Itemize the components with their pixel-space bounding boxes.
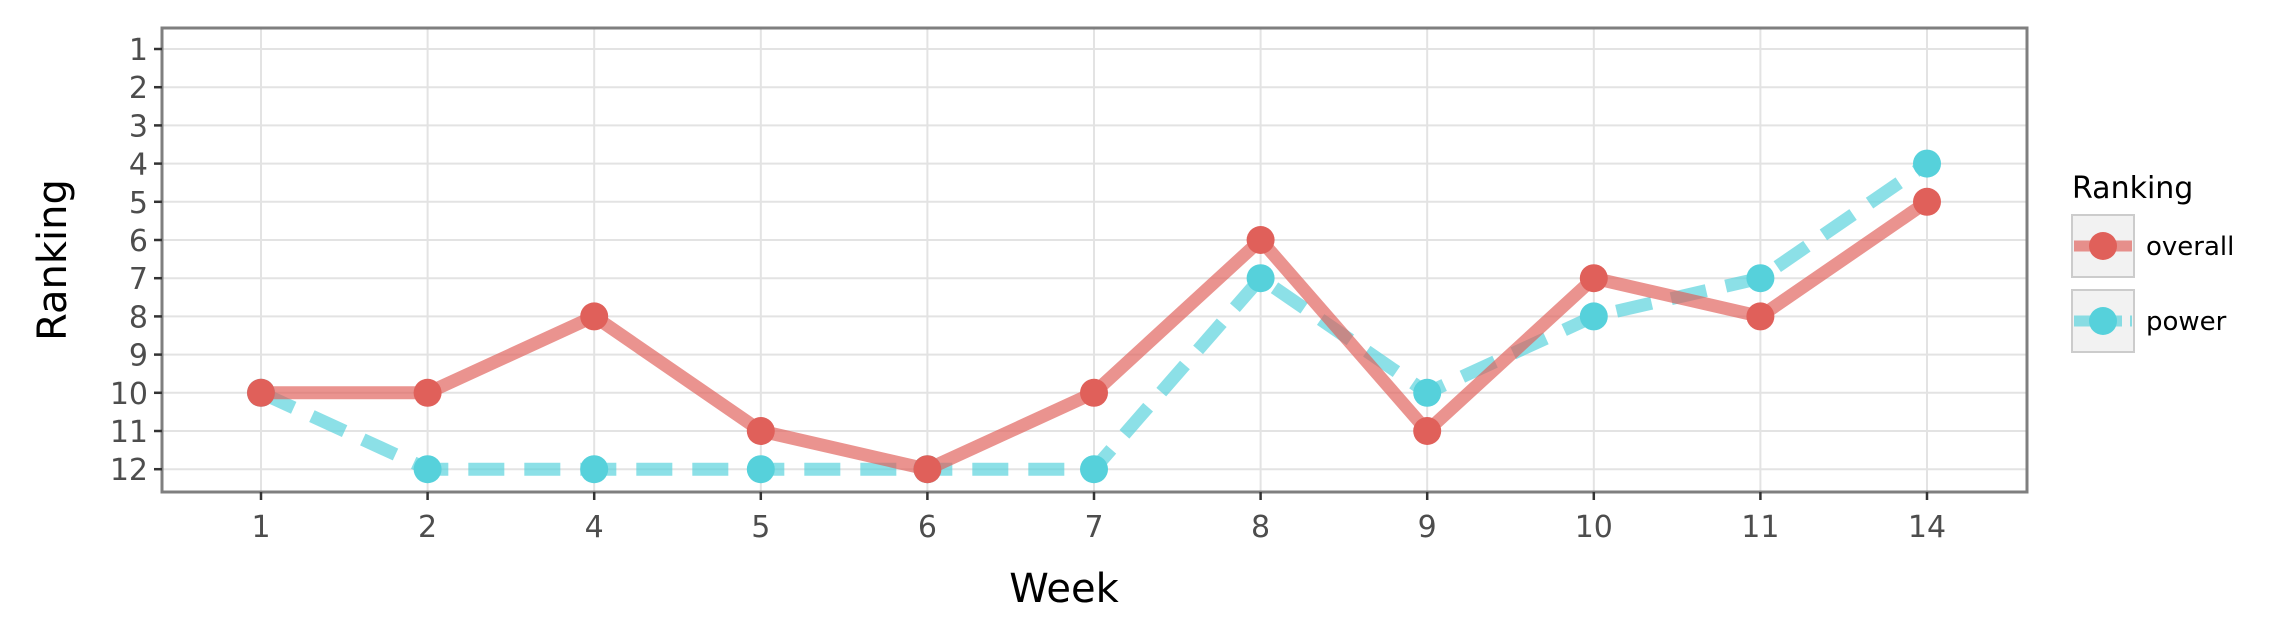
y-tick-label: 11: [110, 415, 148, 450]
x-tick-label: 2: [418, 510, 437, 545]
x-axis: 1 2 4 5 6 7 8 9 10 11 14: [251, 492, 1946, 545]
legend-title: Ranking: [2072, 171, 2193, 206]
data-point-overall: [913, 455, 942, 484]
x-axis-title: Week: [1009, 566, 1119, 612]
y-tick-label: 12: [110, 453, 148, 488]
x-tick-label: 14: [1908, 510, 1946, 545]
data-point-power: [1579, 302, 1608, 331]
x-tick-label: 10: [1575, 510, 1613, 545]
data-point-overall: [1246, 226, 1275, 254]
data-point-overall: [247, 378, 275, 407]
data-point-overall: [746, 417, 775, 445]
data-point-overall: [413, 378, 442, 407]
data-point-power: [580, 455, 609, 484]
data-point-overall: [1080, 378, 1108, 407]
y-tick-label: 5: [129, 186, 148, 221]
data-point-overall: [1413, 417, 1442, 445]
x-tick-label: 1: [251, 510, 270, 545]
x-tick-label: 7: [1084, 510, 1103, 545]
y-tick-label: 9: [129, 339, 148, 374]
x-tick-label: 5: [751, 510, 770, 545]
x-tick-label: 8: [1251, 510, 1270, 545]
x-tick-label: 6: [918, 510, 937, 545]
y-tick-label: 10: [110, 377, 148, 412]
y-tick-label: 3: [129, 109, 148, 144]
x-tick-label: 9: [1418, 510, 1437, 545]
y-tick-label: 7: [129, 262, 148, 297]
data-point-overall: [580, 302, 609, 331]
legend-key-marker: [2089, 232, 2117, 260]
y-axis-title: Ranking: [30, 179, 76, 341]
data-point-overall: [1913, 187, 1941, 216]
data-point-overall: [1746, 302, 1775, 331]
data-point-power: [746, 455, 775, 484]
y-tick-label: 4: [129, 148, 148, 183]
legend-label-overall: overall: [2146, 232, 2234, 262]
data-point-power: [1246, 264, 1275, 293]
legend-key-marker: [2089, 307, 2117, 335]
y-tick-label: 8: [129, 300, 148, 335]
data-point-power: [413, 455, 442, 484]
legend: Ranking overall power: [2071, 171, 2234, 353]
y-tick-label: 6: [129, 224, 148, 259]
data-point-power: [1746, 264, 1775, 293]
legend-label-power: power: [2146, 307, 2227, 337]
data-point-power: [1413, 378, 1442, 407]
series-layer: [247, 149, 1941, 484]
x-tick-label: 11: [1741, 510, 1779, 545]
data-point-overall: [1579, 264, 1608, 293]
x-tick-label: 4: [585, 510, 604, 545]
y-tick-label: 1: [129, 33, 148, 68]
data-point-power: [1913, 149, 1941, 178]
grid-lines: [162, 28, 2027, 492]
data-point-power: [1080, 455, 1108, 484]
y-tick-label: 2: [129, 71, 148, 106]
